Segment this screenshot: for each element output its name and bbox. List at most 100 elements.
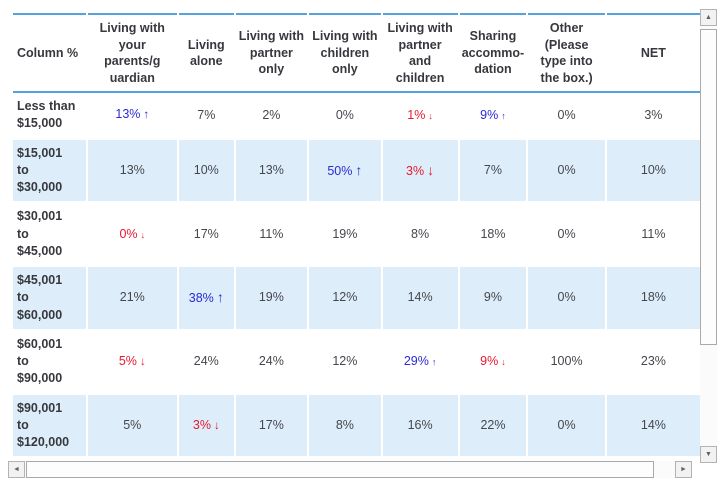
row-label[interactable]: $45,001 to $60,000 bbox=[13, 266, 88, 331]
column-header[interactable]: Living with partner and children bbox=[381, 13, 460, 93]
cell-value: 13% bbox=[258, 162, 284, 177]
value-cell[interactable]: 0% bbox=[308, 92, 383, 140]
crosstab-table: Column % Living with your parents/g uardi… bbox=[13, 13, 702, 463]
cell-value: 7% bbox=[197, 107, 216, 122]
value-cell[interactable]: 12% bbox=[308, 266, 383, 331]
row-label[interactable]: $120,001 to $150,000 bbox=[13, 457, 88, 463]
scroll-right-icon[interactable]: ► bbox=[675, 461, 692, 478]
value-cell[interactable]: 13% bbox=[234, 138, 310, 204]
value-cell[interactable]: 0%↓ bbox=[177, 457, 236, 463]
value-cell[interactable]: 50% ↑ bbox=[308, 138, 383, 204]
value-cell[interactable]: 5% bbox=[86, 393, 179, 459]
value-cell[interactable]: 3% ↓ bbox=[177, 393, 236, 459]
significance-down-arrow-icon: ↓ bbox=[139, 355, 146, 368]
cell-value: 0% bbox=[557, 226, 576, 241]
value-cell[interactable]: 18% bbox=[605, 266, 702, 331]
value-cell[interactable]: 8% bbox=[308, 393, 383, 459]
value-cell[interactable]: 13% bbox=[86, 138, 179, 204]
value-cell[interactable]: 8% bbox=[605, 457, 702, 463]
significance-down-arrow-icon: ↓ bbox=[427, 161, 435, 178]
column-header[interactable]: Living with partner only bbox=[234, 13, 310, 93]
value-cell[interactable]: 18% bbox=[458, 202, 529, 267]
value-cell[interactable]: 16% bbox=[458, 457, 529, 463]
header-row: Column % Living with your parents/g uardi… bbox=[13, 13, 702, 93]
scroll-down-icon[interactable]: ▼ bbox=[700, 446, 717, 463]
value-cell[interactable]: 0% bbox=[527, 266, 607, 331]
row-label[interactable]: $60,001 to $90,000 bbox=[13, 329, 88, 395]
value-cell[interactable]: 8% bbox=[86, 457, 179, 463]
column-header[interactable]: Other (Please type into the box.) bbox=[527, 13, 607, 93]
value-cell[interactable]: 14% bbox=[381, 266, 460, 331]
cell-value: 0% bbox=[557, 107, 576, 122]
scroll-up-icon[interactable]: ▲ bbox=[700, 9, 717, 26]
value-cell[interactable]: 0% bbox=[527, 393, 607, 459]
table-row: $30,001 to $45,000 0% ↓ 17% 11% 19% 8% 18% 0% 11% bbox=[13, 202, 702, 267]
significance-down-arrow-icon: ↓ bbox=[213, 419, 220, 432]
scroll-left-icon[interactable]: ◄ bbox=[8, 461, 25, 478]
column-header[interactable]: NET bbox=[605, 13, 702, 93]
value-cell[interactable]: 24% bbox=[234, 329, 310, 395]
value-cell[interactable]: 38% ↑ bbox=[177, 266, 236, 331]
value-cell[interactable]: 0%↓ bbox=[86, 202, 179, 267]
value-cell[interactable]: 21% bbox=[86, 266, 179, 331]
value-cell[interactable]: 23% bbox=[605, 329, 702, 395]
vertical-scrollbar-thumb[interactable] bbox=[700, 29, 717, 345]
value-cell[interactable]: 16% bbox=[381, 393, 460, 459]
value-cell[interactable]: 0% bbox=[308, 457, 383, 463]
value-cell[interactable]: 11% bbox=[605, 202, 702, 267]
value-cell[interactable]: 100% bbox=[527, 329, 607, 395]
value-cell[interactable]: 13% ↑ bbox=[86, 92, 179, 140]
value-cell[interactable]: 29% ↑ bbox=[381, 329, 460, 395]
value-cell[interactable]: 10% bbox=[605, 138, 702, 204]
cell-value: 100% bbox=[550, 354, 583, 369]
column-header[interactable]: Living alone bbox=[177, 13, 236, 93]
value-cell[interactable]: 9% bbox=[458, 266, 529, 331]
value-cell[interactable]: 0% bbox=[527, 457, 607, 463]
value-cell[interactable]: 2% bbox=[234, 92, 310, 140]
significance-up-arrow-icon: ↑ bbox=[216, 289, 224, 306]
row-label[interactable]: Less than $15,000 bbox=[13, 92, 88, 140]
value-cell[interactable]: 22% bbox=[458, 393, 529, 459]
horizontal-scrollbar[interactable]: ◄ ► bbox=[8, 461, 692, 478]
value-cell[interactable]: 17% bbox=[234, 393, 310, 459]
column-header[interactable]: Living with your parents/g uardian bbox=[86, 13, 179, 93]
value-cell[interactable]: 0% bbox=[527, 202, 607, 267]
value-cell[interactable]: 5% ↓ bbox=[86, 329, 179, 395]
value-cell[interactable]: 10% bbox=[177, 138, 236, 204]
horizontal-scrollbar-thumb[interactable] bbox=[26, 461, 654, 478]
cell-value: 18% bbox=[480, 226, 506, 241]
cell-value: 16% bbox=[407, 417, 433, 432]
value-cell[interactable]: 11% bbox=[234, 202, 310, 267]
table-row: $15,001 to $30,000 13% 10% 13% 50% ↑ 3% ↓ 7% 0% 10… bbox=[13, 138, 702, 204]
cell-value: 18% bbox=[640, 290, 666, 305]
vertical-scrollbar[interactable]: ▲ ▼ bbox=[700, 9, 717, 463]
value-cell[interactable]: 0% bbox=[527, 92, 607, 140]
value-cell[interactable]: 24% bbox=[177, 329, 236, 395]
value-cell[interactable]: 3% bbox=[605, 92, 702, 140]
value-cell[interactable]: 0% bbox=[527, 138, 607, 204]
value-cell[interactable]: 12% bbox=[308, 329, 383, 395]
value-cell[interactable]: 8% bbox=[381, 202, 460, 267]
value-cell[interactable]: 19% bbox=[308, 202, 383, 267]
value-cell[interactable]: 7% bbox=[458, 138, 529, 204]
statistic-corner-header[interactable]: Column % bbox=[13, 13, 88, 93]
cell-value: 24% bbox=[258, 354, 284, 369]
value-cell[interactable]: 7% bbox=[177, 92, 236, 140]
value-cell[interactable]: 8% bbox=[234, 457, 310, 463]
row-label[interactable]: $15,001 to $30,000 bbox=[13, 138, 88, 204]
value-cell[interactable]: 9% ↓ bbox=[458, 329, 529, 395]
cell-value: 3% bbox=[192, 417, 211, 432]
value-cell[interactable]: 11% bbox=[381, 457, 460, 463]
row-label[interactable]: $30,001 to $45,000 bbox=[13, 202, 88, 267]
value-cell[interactable]: 14% bbox=[605, 393, 702, 459]
significance-up-arrow-icon: ↑ bbox=[355, 161, 363, 178]
value-cell[interactable]: 1% ↓ bbox=[381, 92, 460, 140]
value-cell[interactable]: 9% ↑ bbox=[458, 92, 529, 140]
column-header[interactable]: Sharing accommo- dation bbox=[458, 13, 529, 93]
cell-value: 11% bbox=[259, 226, 284, 241]
value-cell[interactable]: 17% bbox=[177, 202, 236, 267]
row-label[interactable]: $90,001 to $120,000 bbox=[13, 393, 88, 459]
value-cell[interactable]: 19% bbox=[234, 266, 310, 331]
value-cell[interactable]: 3% ↓ bbox=[381, 138, 460, 204]
column-header[interactable]: Living with children only bbox=[308, 13, 383, 93]
